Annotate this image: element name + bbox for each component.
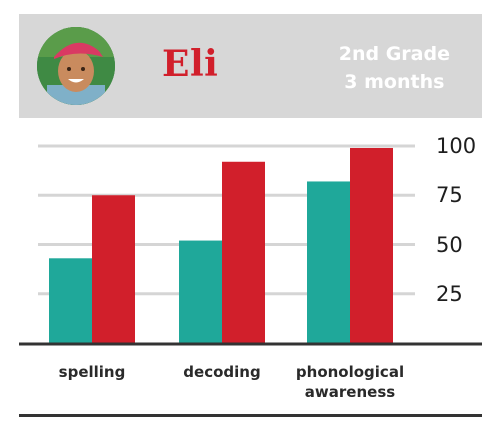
y-tick-label: 25 xyxy=(436,281,463,306)
student-info: 2nd Grade 3 months xyxy=(339,40,450,96)
bottom-rule xyxy=(19,414,482,417)
student-name: Eli xyxy=(162,43,219,85)
y-tick-label: 100 xyxy=(436,134,477,158)
y-tick-label: 50 xyxy=(436,232,463,257)
y-tick-label: 75 xyxy=(436,183,463,208)
bar-spelling-series-1 xyxy=(49,258,92,343)
duration-label: 3 months xyxy=(344,71,445,93)
bar-decoding-series-2 xyxy=(222,161,265,343)
bar-decoding-series-1 xyxy=(179,240,222,343)
bar-phonological-awareness-series-1 xyxy=(307,181,350,343)
x-tick-label: decoding xyxy=(152,362,292,382)
x-tick-label-line: phonological xyxy=(295,363,405,381)
x-tick-label: spelling xyxy=(22,362,162,382)
x-tick-label-line: decoding xyxy=(183,363,261,381)
x-tick-label-line: awareness xyxy=(304,383,396,401)
x-tick-label-line: spelling xyxy=(58,363,126,381)
grade-label: 2nd Grade xyxy=(338,43,450,65)
bar-phonological-awareness-series-2 xyxy=(350,147,393,343)
bar-spelling-series-2 xyxy=(92,195,135,343)
student-header: Eli 2nd Grade 3 months xyxy=(19,14,482,118)
x-tick-label: phonological awareness xyxy=(280,362,420,402)
